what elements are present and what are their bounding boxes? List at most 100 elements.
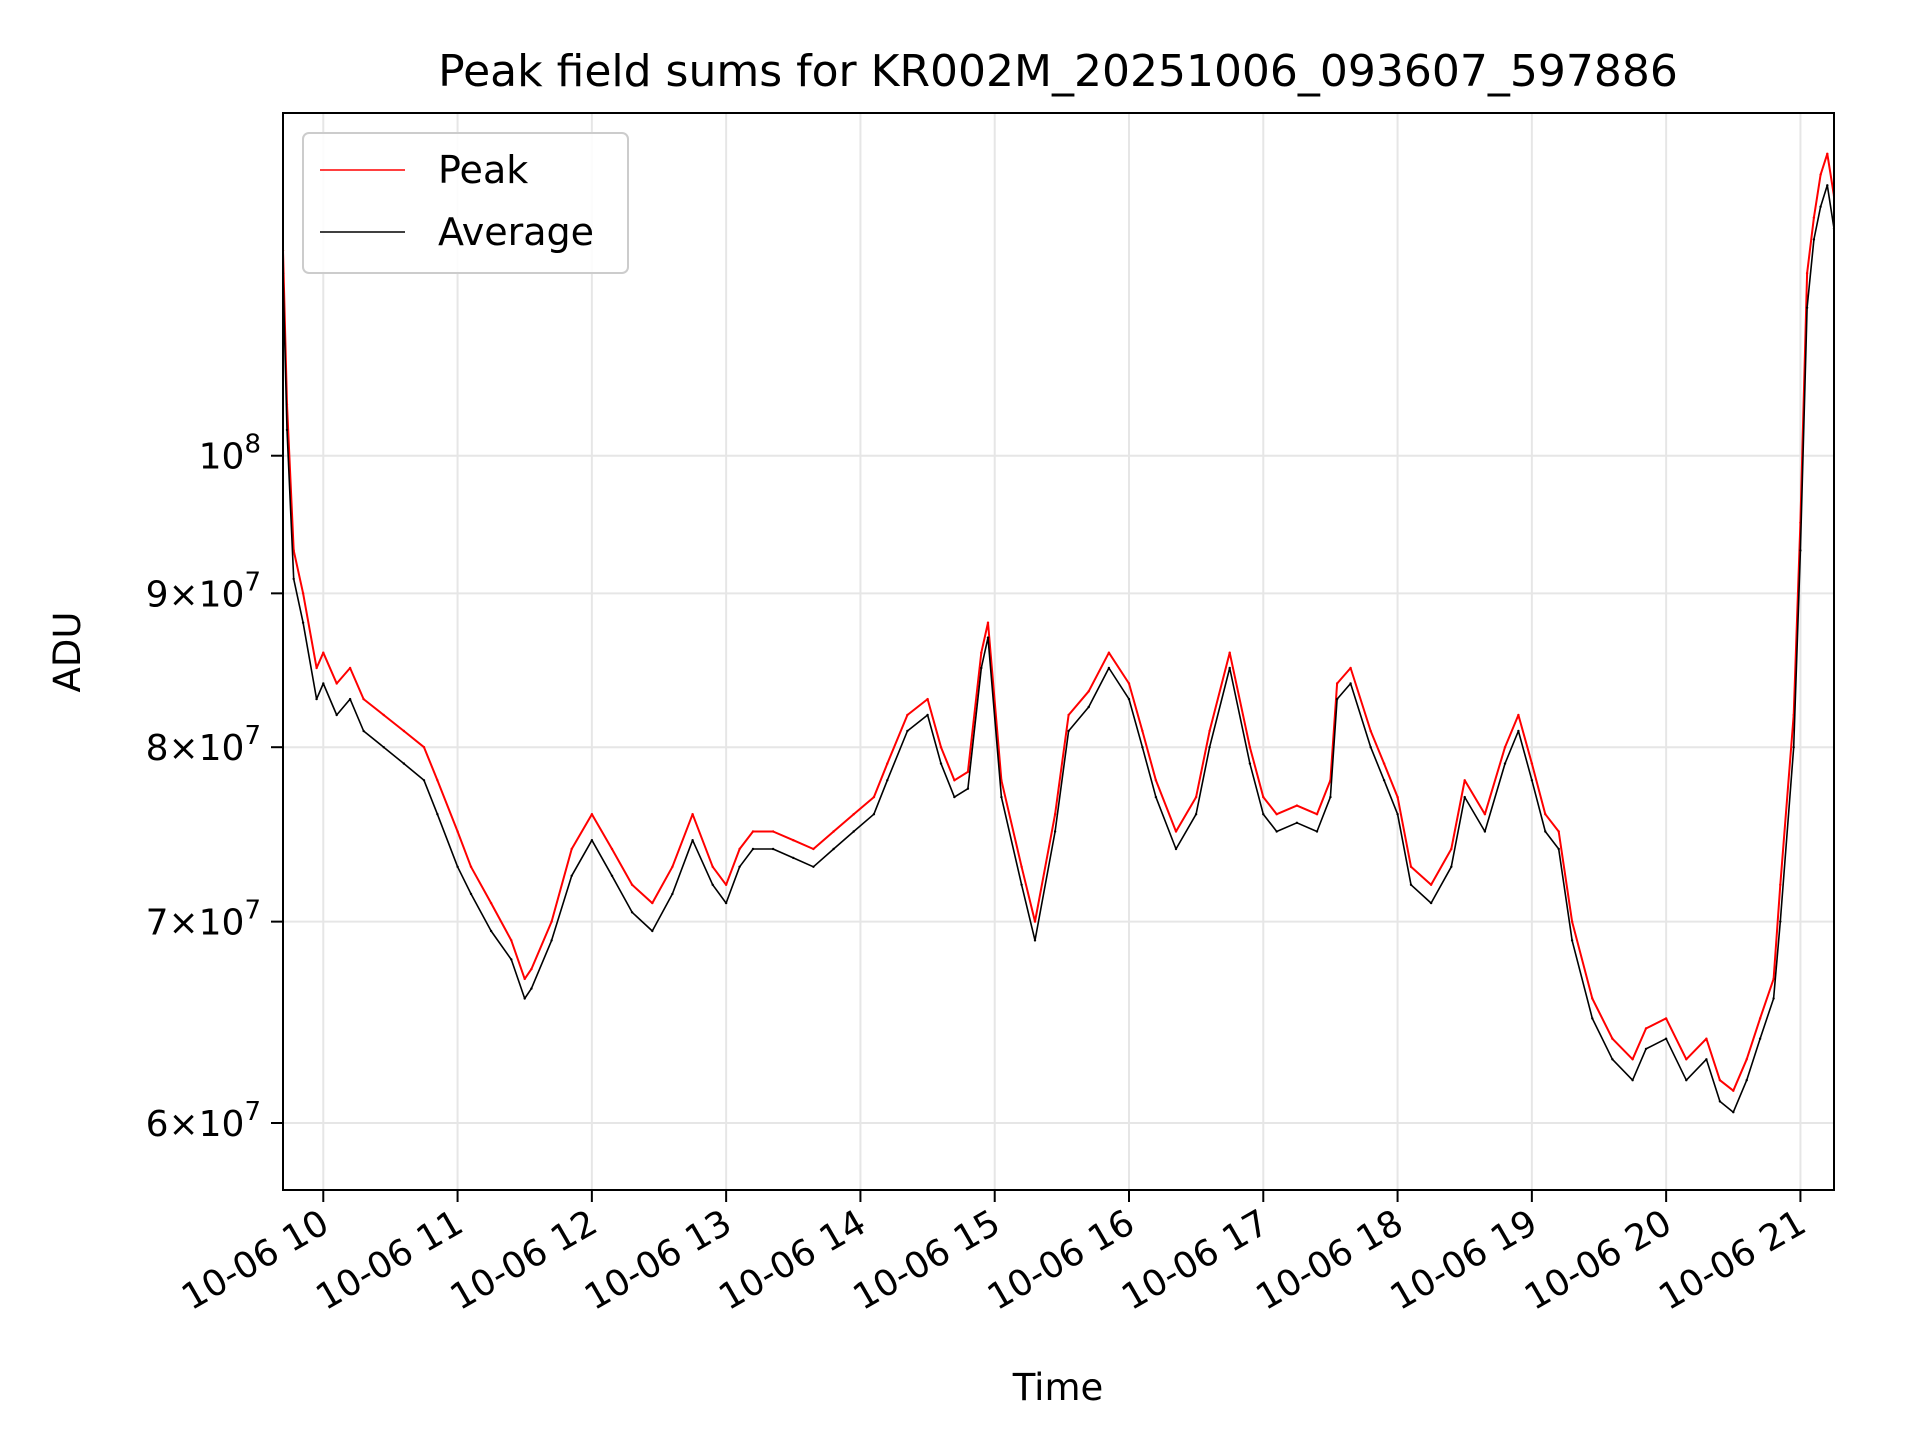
data-point-peak xyxy=(792,839,795,842)
y-tick-exponent: 8 xyxy=(244,430,261,460)
y-tick-label: 7×107 xyxy=(146,896,261,944)
data-point-average xyxy=(1611,1058,1614,1061)
data-point-peak xyxy=(886,762,889,765)
y-tick-base: 10 xyxy=(199,728,245,769)
y-tick-mantissa: 8 xyxy=(146,728,169,769)
data-point-peak xyxy=(469,865,473,868)
data-point-peak xyxy=(1141,729,1144,733)
data-point-peak xyxy=(1262,795,1265,799)
y-tick-label: 9×107 xyxy=(146,567,261,615)
data-point-average xyxy=(1429,901,1433,905)
data-point-average xyxy=(953,795,956,799)
data-point-average xyxy=(362,729,365,733)
data-point-peak xyxy=(1819,173,1822,176)
data-point-peak xyxy=(1295,804,1299,807)
data-point-average xyxy=(986,636,990,639)
data-point-average xyxy=(691,839,694,842)
data-point-average xyxy=(1087,705,1090,709)
data-point-average xyxy=(285,428,289,432)
data-point-average xyxy=(1779,920,1782,923)
data-point-average xyxy=(469,892,473,896)
data-point-average xyxy=(1799,549,1802,552)
series-points-average xyxy=(283,184,1834,1114)
data-point-peak xyxy=(1758,1017,1762,1020)
data-point-peak xyxy=(771,830,775,833)
y-tick-label: 6×107 xyxy=(146,1097,261,1145)
data-point-average xyxy=(1174,847,1178,851)
data-point-peak xyxy=(382,713,385,717)
y-tick-times: × xyxy=(168,903,198,944)
data-point-average xyxy=(1792,746,1795,749)
data-point-peak xyxy=(301,592,305,595)
data-point-peak xyxy=(1154,779,1158,782)
grid-layer xyxy=(283,113,1834,1190)
data-point-peak xyxy=(1544,813,1547,816)
data-point-peak xyxy=(1483,813,1487,816)
data-point-peak xyxy=(906,713,909,717)
data-point-average xyxy=(724,901,728,905)
data-point-peak xyxy=(1228,651,1231,654)
data-point-average xyxy=(1194,813,1198,816)
data-point-average xyxy=(1812,238,1816,241)
data-point-average xyxy=(301,621,305,624)
y-tick-base: 10 xyxy=(199,437,245,478)
data-point-average xyxy=(1685,1079,1688,1082)
data-point-peak xyxy=(1503,746,1507,749)
data-point-peak xyxy=(550,920,553,923)
data-point-average xyxy=(1295,821,1299,824)
data-point-peak xyxy=(1517,713,1520,717)
data-point-average xyxy=(1826,184,1829,187)
data-point-average xyxy=(1154,795,1158,799)
y-tick-times: × xyxy=(168,1104,198,1145)
data-point-average xyxy=(1591,1017,1594,1020)
data-point-average xyxy=(1463,795,1466,799)
data-point-average xyxy=(422,779,426,782)
data-point-peak xyxy=(812,847,815,851)
y-tick-exponent: 7 xyxy=(244,1097,261,1127)
data-point-peak xyxy=(523,977,526,981)
data-point-peak xyxy=(724,883,728,886)
data-point-average xyxy=(382,746,385,749)
data-point-average xyxy=(1262,813,1265,816)
data-point-peak xyxy=(315,666,318,670)
data-point-average xyxy=(1329,795,1332,799)
data-point-average xyxy=(939,762,943,765)
data-point-peak xyxy=(852,813,855,816)
data-point-average xyxy=(1275,830,1278,833)
data-point-peak xyxy=(1174,830,1178,833)
data-point-average xyxy=(1020,883,1023,886)
data-point-average xyxy=(402,762,406,765)
data-point-peak xyxy=(1067,713,1070,717)
data-point-peak xyxy=(1664,1017,1668,1020)
data-point-average xyxy=(1107,666,1111,670)
data-point-average xyxy=(1557,847,1560,851)
data-point-peak xyxy=(1248,746,1252,749)
data-point-average xyxy=(771,847,775,851)
y-tick-mantissa: 7 xyxy=(146,903,169,944)
data-point-peak xyxy=(1335,682,1339,685)
data-point-average xyxy=(436,813,439,816)
chart-title: Peak field sums for KR002M_20251006_0936… xyxy=(438,46,1678,97)
data-point-peak xyxy=(986,621,990,624)
data-point-average xyxy=(610,874,614,877)
data-point-average xyxy=(886,779,889,782)
legend: Peak Average xyxy=(302,132,629,274)
data-point-average xyxy=(1570,939,1574,942)
data-point-peak xyxy=(980,651,983,654)
data-point-average xyxy=(315,697,318,701)
y-tick-mantissa: 9 xyxy=(146,574,169,615)
data-point-peak xyxy=(1396,795,1399,799)
data-point-peak xyxy=(1644,1027,1648,1030)
data-point-peak xyxy=(1315,813,1319,816)
data-point-average xyxy=(1644,1047,1648,1051)
data-point-average xyxy=(966,787,970,790)
data-point-average xyxy=(651,929,654,933)
data-point-average xyxy=(1248,762,1252,765)
data-point-average xyxy=(1315,830,1319,833)
data-point-average xyxy=(1000,795,1003,799)
legend-box xyxy=(302,132,629,274)
data-point-peak xyxy=(1732,1089,1735,1092)
data-point-peak xyxy=(1826,152,1829,155)
data-point-peak xyxy=(322,651,325,654)
data-point-average xyxy=(832,847,835,851)
